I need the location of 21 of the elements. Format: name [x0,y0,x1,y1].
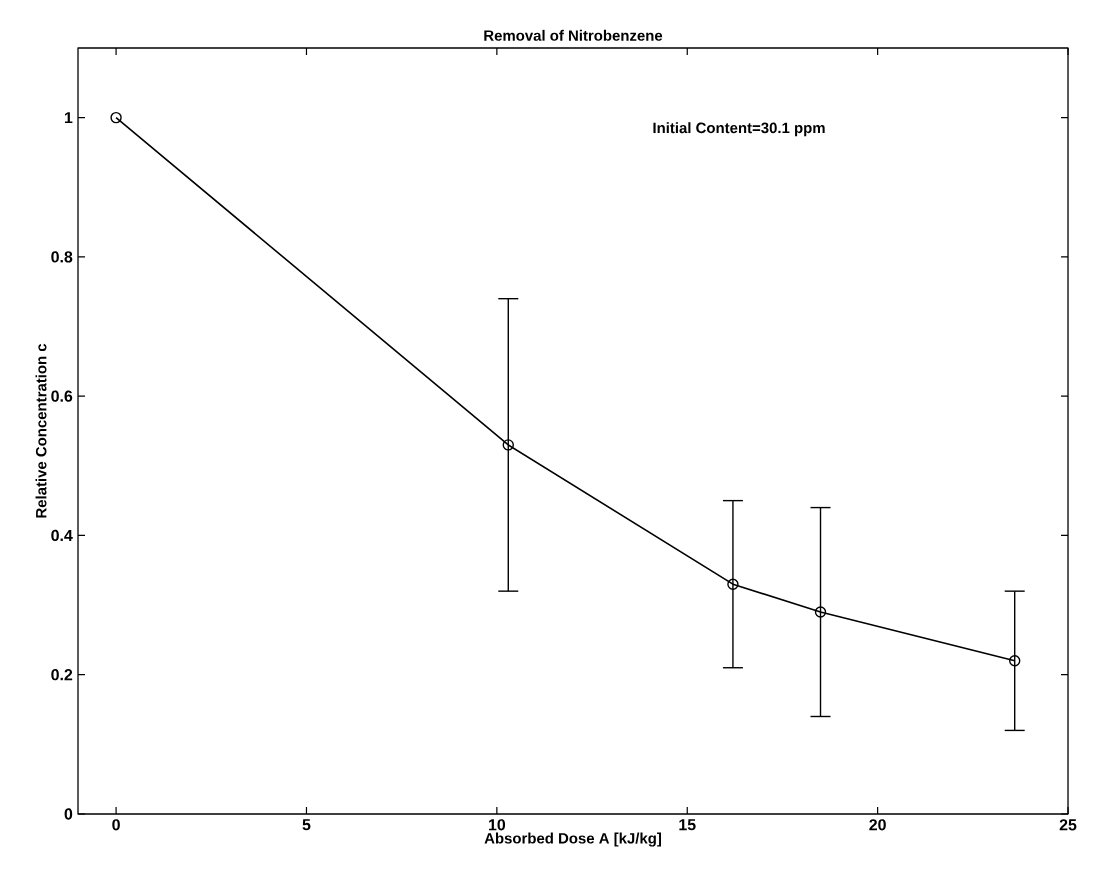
chart-title: Removal of Nitrobenzene [484,29,663,41]
point [814,606,827,618]
y-axis-title: Relative Concentration c [35,343,47,518]
x-tick-label: 15 [679,819,696,831]
y-tick-label: 0.6 [51,390,73,402]
y-tick-label: 0.2 [51,669,73,681]
y-tick-label: 0.4 [51,529,73,542]
y-tick-label: 1 [64,112,73,124]
y-tick-label: 0 [64,808,73,820]
x-tick-label: 20 [869,819,886,831]
point [1009,655,1021,667]
annotation: Initial Content=30.1 ppm [653,122,825,137]
x-tick-label: 25 [1059,819,1077,831]
x-tick-label: 0 [112,819,120,831]
x-tick-label: 10 [488,819,506,831]
point [502,439,514,451]
point [110,111,122,124]
x-tick-label: 5 [302,819,311,831]
y-tick-label: 0.8 [51,251,73,263]
x-axis-title: Absorbed Dose A [kJ/kg] [484,832,662,847]
point [727,578,739,590]
